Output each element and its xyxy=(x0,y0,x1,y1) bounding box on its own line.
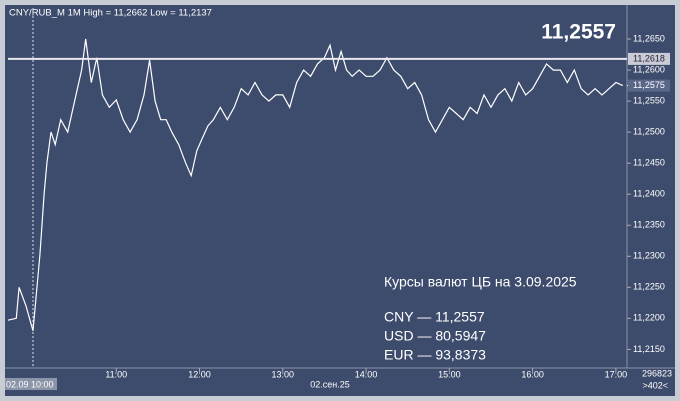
y-tick-label: 11,2400 xyxy=(633,189,665,199)
y-tick-label: 11,2600 xyxy=(633,64,665,74)
counter: >402< xyxy=(642,380,668,390)
y-tick-label: 11,2250 xyxy=(633,282,665,292)
x-tick-label: 15:00 xyxy=(438,369,461,379)
big-price: 11,2557 xyxy=(541,21,616,44)
last-price-box xyxy=(628,79,670,92)
annotation-line: USD — 80,5947 xyxy=(384,328,486,344)
cursor-label: 02.09 10:00 xyxy=(6,379,54,389)
last-price-label: 11,2575 xyxy=(633,80,665,90)
level-box xyxy=(628,52,670,65)
annotation-line: CNY — 11,2557 xyxy=(384,309,485,325)
panel xyxy=(5,5,675,396)
y-tick-label: 11,2350 xyxy=(633,220,665,230)
y-tick-label: 11,2450 xyxy=(633,158,665,168)
header: CNY/RUB_M 1M High = 11,2662 Low = 11,213… xyxy=(9,8,212,19)
y-tick-label: 11,2650 xyxy=(633,33,665,43)
level-label: 11,2618 xyxy=(633,53,665,63)
y-tick-label: 11,2150 xyxy=(633,344,665,354)
x-tick-label: 14:00 xyxy=(355,369,378,379)
cursor-box xyxy=(5,378,57,390)
x-tick-label: 13:00 xyxy=(272,369,295,379)
date-label: 02.сен.25 xyxy=(310,379,350,389)
y-tick-label: 11,2300 xyxy=(633,251,665,261)
annotation-line: EUR — 93,8373 xyxy=(384,347,486,363)
y-tick-label: 11,2500 xyxy=(633,127,665,137)
x-tick-label: 17:00 xyxy=(605,369,628,379)
x-tick-label: 16:00 xyxy=(521,369,544,379)
annotation-line: Курсы валют ЦБ на 3.09.2025 xyxy=(384,274,577,290)
x-tick-label: 12:00 xyxy=(188,369,211,379)
y-tick-label: 11,2200 xyxy=(633,313,665,323)
counter: 296823 xyxy=(642,368,672,378)
price-line xyxy=(7,38,624,331)
x-tick-label: 11:00 xyxy=(105,369,127,379)
annotation: Курсы валют ЦБ на 3.09.2025 CNY — 11,255… xyxy=(384,274,577,363)
y-tick-label: 11,2550 xyxy=(633,95,665,105)
